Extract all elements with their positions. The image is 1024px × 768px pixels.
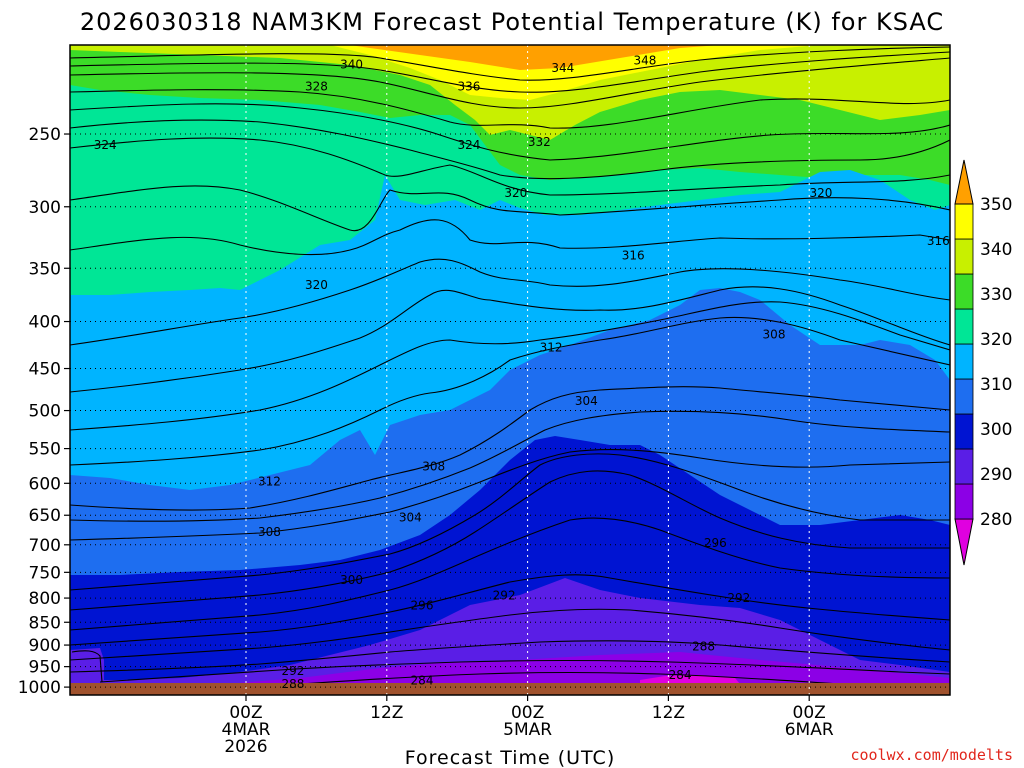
- contour-label: 288: [281, 677, 304, 691]
- plot-frame: [69, 44, 951, 696]
- contour-label: 316: [622, 249, 645, 263]
- contour-label: 312: [258, 474, 281, 488]
- contour-label: 324: [94, 138, 117, 152]
- colorbar-swatch: [954, 413, 974, 450]
- chart-title: 2026030318 NAM3KM Forecast Potential Tem…: [80, 8, 944, 36]
- y-tick-label: 250: [29, 125, 61, 145]
- contour-labels: 340 344 348 336 328 332 324 324 320 320 316 316 320 3…: [94, 54, 950, 691]
- colorbar-label: 340: [980, 240, 1012, 260]
- colorbar-swatch: [954, 483, 974, 520]
- x-tick-label: 12Z: [652, 703, 685, 723]
- y-tick-label: 750: [29, 563, 61, 583]
- contour-label: 340: [340, 57, 363, 71]
- contour-label: 296: [704, 536, 727, 550]
- x-tick-label: 2026: [224, 737, 267, 757]
- y-tick-label: 550: [29, 440, 61, 460]
- y-tick-label: 850: [29, 613, 61, 633]
- contour-label: 296: [411, 598, 434, 612]
- y-tick-label: 950: [29, 658, 61, 678]
- contour-label: 292: [493, 589, 516, 603]
- colorbar-label: 300: [980, 420, 1012, 440]
- contour-label: 348: [633, 54, 656, 68]
- colorbar-label: 290: [980, 465, 1012, 485]
- credit-text: coolwx.com/modelts: [850, 746, 1013, 764]
- contour-label: 332: [528, 135, 551, 149]
- contour-label: 312: [540, 341, 563, 355]
- colorbar-swatch: [954, 238, 974, 275]
- colorbar-swatch: [954, 378, 974, 415]
- y-tick-label: 600: [29, 474, 61, 494]
- x-tick-label: 12Z: [370, 703, 403, 723]
- gridlines: [70, 45, 950, 695]
- colorbar-swatch: [954, 203, 974, 240]
- contour-label: 328: [305, 80, 328, 94]
- contour-label: 288: [692, 639, 715, 653]
- colorbar-end-low: [954, 518, 974, 566]
- contour-label: 284: [669, 668, 692, 682]
- x-tick-label: 00Z: [511, 703, 544, 723]
- contour-label: 308: [258, 525, 281, 539]
- contour-label: 308: [422, 459, 445, 473]
- colorbar-swatch: [954, 308, 974, 345]
- contour-label: 320: [504, 186, 527, 200]
- contour-label: 324: [457, 138, 480, 152]
- colorbar-label: 280: [980, 510, 1012, 530]
- y-tick-label: 800: [29, 589, 61, 609]
- y-tick-label: 900: [29, 636, 61, 656]
- colorbar-swatch: [954, 273, 974, 310]
- colorbar-swatch: [954, 448, 974, 485]
- band-warm-spot: [640, 675, 740, 684]
- x-tick-label: 4MAR: [222, 720, 271, 740]
- y-tick-label: 500: [29, 402, 61, 422]
- contour-label: 336: [457, 80, 480, 94]
- contour-label: 320: [305, 278, 328, 292]
- x-tick-label: 00Z: [229, 703, 262, 723]
- contour-label: 344: [551, 61, 574, 75]
- contour-label: 292: [727, 591, 750, 605]
- contour-label: 308: [763, 327, 786, 341]
- x-tick-label: 6MAR: [785, 720, 834, 740]
- contour-label: 300: [340, 573, 363, 587]
- colorbar-label: 350: [980, 195, 1012, 215]
- y-tick-label: 350: [29, 259, 61, 279]
- contour-label: 284: [411, 673, 434, 687]
- contour-label: 320: [809, 186, 832, 200]
- x-tick-label: 00Z: [793, 703, 826, 723]
- contour-label: 292: [281, 664, 304, 678]
- y-tick-label: 300: [29, 198, 61, 218]
- y-tick-label: 400: [29, 313, 61, 333]
- y-tick-label: 450: [29, 360, 61, 380]
- colorbar-label: 310: [980, 375, 1012, 395]
- contour-label: 316: [927, 234, 950, 248]
- contour-label: 304: [575, 394, 598, 408]
- y-tick-label: 650: [29, 506, 61, 526]
- contour-label: 304: [399, 511, 422, 525]
- colorbar-swatch: [954, 343, 974, 380]
- colorbar-label: 330: [980, 285, 1012, 305]
- y-tick-label: 1000: [18, 678, 61, 698]
- colorbar-label: 320: [980, 330, 1012, 350]
- colorbar-end-high: [954, 159, 974, 205]
- x-tick-label: 5MAR: [503, 720, 552, 740]
- plot-area: [70, 45, 950, 695]
- y-tick-label: 700: [29, 536, 61, 556]
- x-axis-label: Forecast Time (UTC): [405, 747, 615, 768]
- surface-ground: [70, 683, 950, 695]
- band-warm-pocket-left: [70, 648, 104, 684]
- colorbar: 280 290 300 310 320 330 340 350: [954, 159, 1012, 566]
